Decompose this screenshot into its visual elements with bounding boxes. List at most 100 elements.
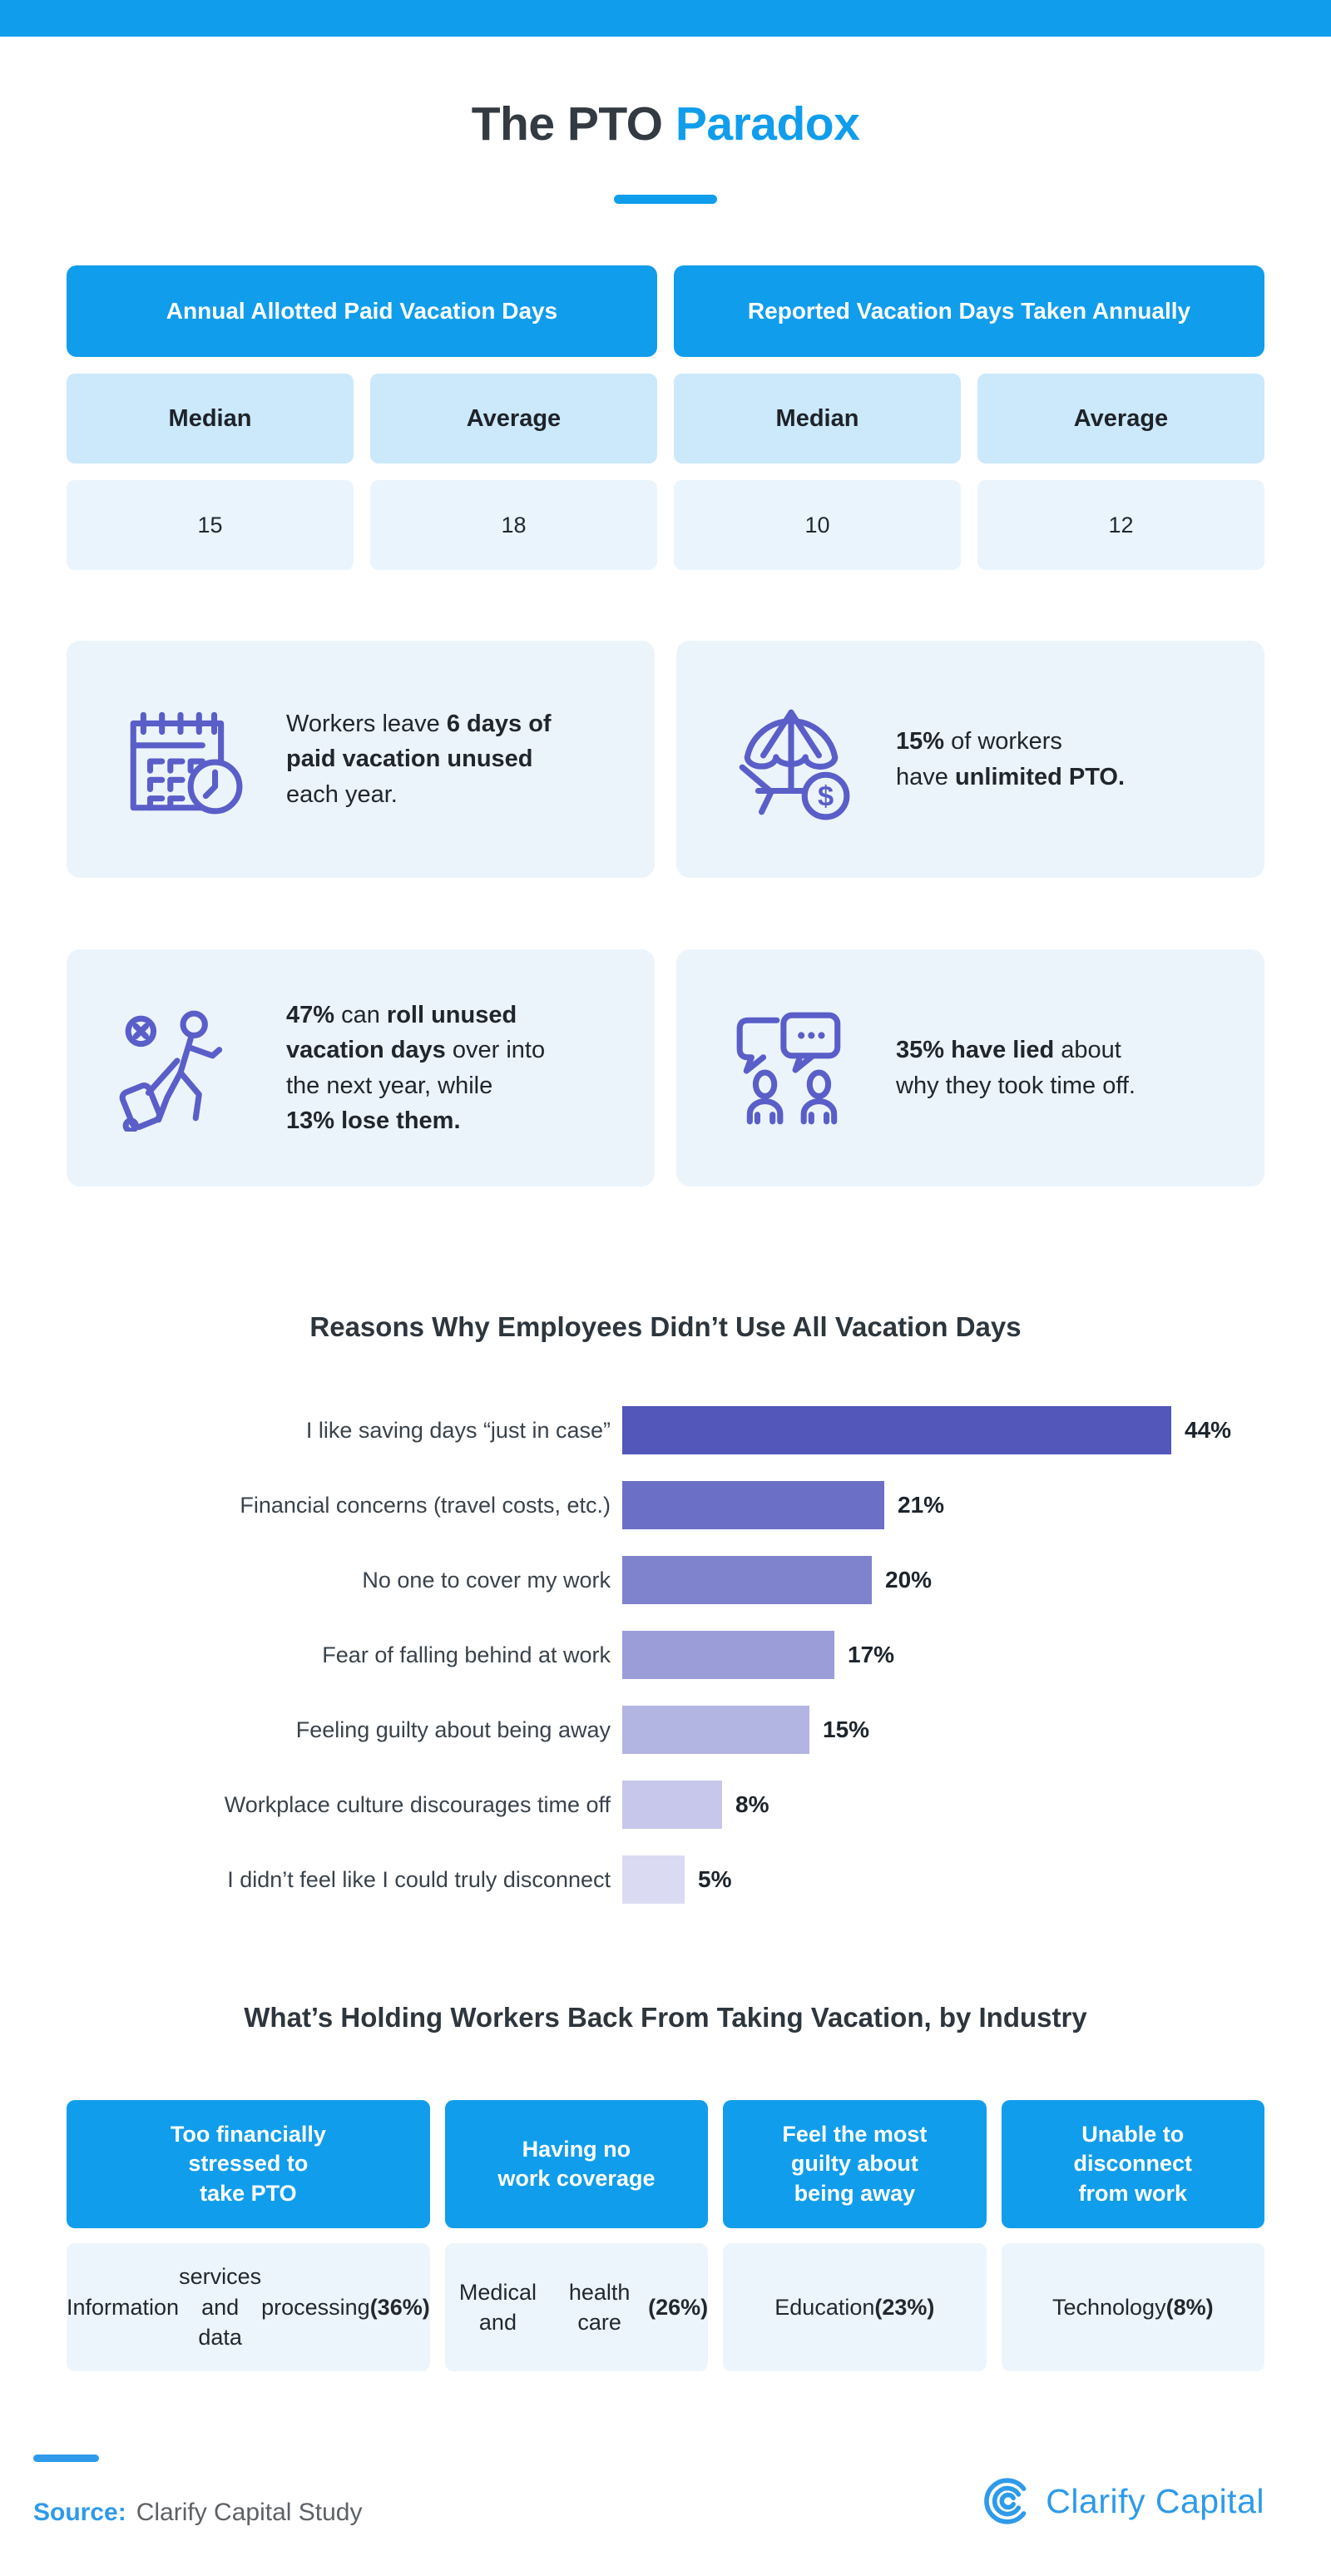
stat-card-unused-days: Workers leave 6 days of paid vacation unu… [67, 641, 655, 878]
stat-card-lied: 35% have lied about why they took time of… [676, 949, 1264, 1186]
industry-value: Technology (8%) [1001, 2243, 1264, 2371]
bar-label: Feeling guilty about being away [295, 1717, 611, 1742]
text-segment: can [334, 1002, 387, 1029]
label-line: disconnect [1073, 2151, 1193, 2177]
text-segment: (23%) [874, 2294, 935, 2320]
chart-row: Financial concerns (travel costs, etc.) 2… [67, 1481, 1264, 1529]
label-line: take PTO [200, 2180, 297, 2206]
text-segment: processing [261, 2294, 370, 2320]
label-line: being away [794, 2180, 916, 2206]
bar [622, 1855, 685, 1904]
page-title-accent: Paradox [675, 97, 860, 151]
text-segment: the next year, while [286, 1072, 493, 1099]
label-line: Unable to [1081, 2122, 1185, 2147]
page-title-prefix: The PTO [471, 97, 675, 151]
label-line: guilty about [790, 2151, 918, 2177]
main-content: Annual Allotted Paid Vacation Days Repor… [67, 265, 1264, 2371]
traveler-luggage-icon [119, 1010, 223, 1132]
reasons-chart-section: Reasons Why Employees Didn’t Use All Vac… [67, 1311, 1264, 1904]
stat-card-rollover: 47% can roll unused vacation days over in… [67, 949, 655, 1186]
footer-source-block: Source: Clarify Capital Study [33, 2455, 362, 2527]
label-line: Having no [522, 2136, 631, 2162]
label-line: Feel the most [782, 2122, 928, 2147]
table-value-cell: 18 [370, 480, 657, 570]
industry-section: What’s Holding Workers Back From Taking … [67, 2002, 1264, 2371]
table-value-cell: 10 [674, 480, 961, 570]
industry-table: Too financially stressed to take PTO Havin… [67, 2100, 1264, 2371]
title-underline [614, 195, 717, 204]
stat-cards: Workers leave 6 days of paid vacation unu… [67, 641, 1264, 1186]
table-col-header: Median [67, 374, 354, 463]
bar-value: 5% [698, 1866, 732, 1892]
stat-card-unlimited-pto: $ 15% of workers have unlimited PTO. [676, 641, 1264, 878]
source-label: Source: [33, 2499, 126, 2526]
text-segment: 15% [896, 728, 945, 755]
chart-row: Fear of falling behind at work 17% [67, 1631, 1264, 1679]
bar-value: 17% [848, 1642, 895, 1667]
table-group-header-allotted: Annual Allotted Paid Vacation Days [67, 265, 657, 357]
industry-value: Education (23%) [723, 2243, 987, 2371]
source-line: Source: Clarify Capital Study [33, 2499, 362, 2527]
stat-card-text: 47% can roll unused vacation days over in… [286, 998, 545, 1137]
text-segment: (8%) [1165, 2294, 1214, 2320]
chart-row: No one to cover my work 20% [67, 1556, 1264, 1604]
industry-title: What’s Holding Workers Back From Taking … [244, 2002, 1087, 2033]
label-line: Too financially [170, 2122, 326, 2147]
text-segment: Information [67, 2294, 180, 2320]
bar [622, 1556, 872, 1604]
bar-label: Financial concerns (travel costs, etc.) [240, 1492, 611, 1518]
chart-row: I like saving days “just in case” 44% [67, 1406, 1264, 1454]
chart-title: Reasons Why Employees Didn’t Use All Vac… [309, 1311, 1022, 1342]
table-group-header-taken: Reported Vacation Days Taken Annually [674, 265, 1264, 357]
label-line: stressed to [188, 2151, 309, 2177]
text-segment: each year. [286, 780, 398, 808]
text-segment: 13% lose them. [286, 1107, 461, 1134]
bar [622, 1781, 722, 1829]
label-line: from work [1078, 2180, 1188, 2206]
bar [622, 1406, 1171, 1454]
chart-row: Workplace culture discourages time off 8% [67, 1781, 1264, 1829]
table-col-header: Median [674, 374, 961, 463]
text-segment: services and data [179, 2264, 262, 2351]
table-value-cell: 12 [977, 480, 1264, 570]
footer-dash [33, 2455, 99, 2462]
bar-label: Fear of falling behind at work [322, 1642, 611, 1667]
text-segment: 47% [286, 1002, 335, 1029]
page-title: The PTO Paradox [0, 97, 1331, 151]
text-segment: why they took time off. [896, 1072, 1136, 1099]
bar [622, 1631, 834, 1679]
text-segment: unlimited PTO. [954, 763, 1126, 790]
industry-header-stressed: Too financially stressed to take PTO [67, 2100, 430, 2228]
text-segment: health care [568, 2279, 631, 2335]
bar [622, 1481, 884, 1529]
text-segment: roll unused [386, 1002, 517, 1029]
beach-umbrella-money-icon: $ [739, 709, 850, 820]
text-segment: have [896, 763, 955, 790]
stat-card-text: Workers leave 6 days of paid vacation unu… [286, 706, 552, 811]
bar [622, 1706, 809, 1754]
calendar-clock-icon [130, 711, 243, 814]
label-line: work coverage [497, 2166, 656, 2191]
top-accent-bar [0, 0, 1331, 37]
industry-header-disconnect: Unable to disconnect from work [1001, 2100, 1264, 2228]
vacation-days-table: Annual Allotted Paid Vacation Days Repor… [67, 265, 1264, 570]
table-value-cell: 15 [67, 480, 354, 570]
bar-value: 44% [1185, 1417, 1232, 1443]
table-col-header: Average [977, 374, 1264, 463]
bar-value: 21% [898, 1492, 945, 1518]
source-value: Clarify Capital Study [136, 2499, 363, 2526]
page-footer: Source: Clarify Capital Study Clarify Cap… [33, 2455, 1264, 2527]
bar-label: Workplace culture discourages time off [224, 1791, 611, 1817]
text-segment: Education [774, 2294, 875, 2320]
text-segment: of workers [944, 728, 1062, 755]
text-segment: Technology [1051, 2294, 1166, 2320]
industry-header-guilty: Feel the most guilty about being away [723, 2100, 987, 2228]
stat-card-text: 35% have lied about why they took time of… [896, 1033, 1136, 1102]
page-header: The PTO Paradox [0, 97, 1331, 204]
stat-card-text: 15% of workers have unlimited PTO. [896, 724, 1125, 794]
clarify-capital-logo-icon [984, 2478, 1027, 2524]
bar-label: No one to cover my work [362, 1567, 611, 1593]
table-col-header: Average [370, 374, 657, 463]
bar-label: I didn’t feel like I could truly disconn… [227, 1866, 611, 1892]
text-segment: vacation days [286, 1037, 446, 1064]
